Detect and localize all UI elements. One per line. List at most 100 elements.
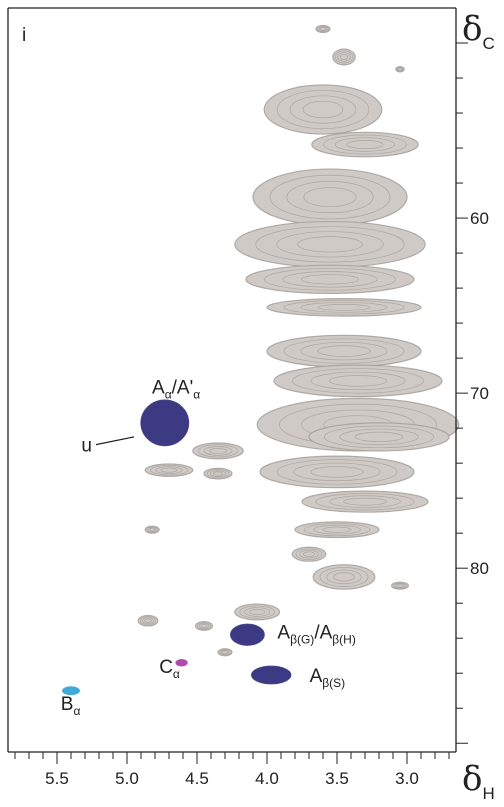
background-peak bbox=[301, 490, 429, 513]
background-peak bbox=[263, 84, 383, 135]
background-peaks bbox=[137, 24, 460, 657]
background-peak-contour bbox=[339, 428, 419, 446]
label-A-beta-S: Aβ(S) bbox=[310, 666, 346, 690]
background-peak-contour bbox=[209, 470, 227, 477]
background-peak bbox=[259, 455, 415, 489]
peak-A bbox=[251, 665, 292, 685]
label-u: u bbox=[81, 436, 92, 457]
background-peak-contour bbox=[311, 131, 419, 158]
background-peak-contour bbox=[203, 467, 233, 480]
x-tick-label: 3.5 bbox=[325, 769, 349, 788]
background-peak-contour bbox=[269, 174, 391, 220]
u-pointer-line bbox=[95, 436, 135, 446]
background-peak-contour bbox=[197, 622, 211, 630]
peak-A-contour bbox=[156, 414, 174, 431]
background-peak-contour bbox=[234, 603, 281, 621]
peak-A bbox=[229, 623, 265, 646]
peak-A-contour bbox=[229, 623, 265, 646]
background-peak-contour bbox=[155, 466, 183, 474]
background-peak-contour bbox=[146, 526, 159, 533]
label-A-alpha: Aα/A'α bbox=[152, 378, 200, 402]
background-peak bbox=[266, 297, 422, 317]
background-peak-contour bbox=[144, 463, 194, 477]
background-peak-contour bbox=[323, 134, 407, 155]
background-peak-contour bbox=[273, 364, 443, 398]
background-peak-contour bbox=[301, 274, 359, 285]
background-peak-contour bbox=[234, 220, 426, 268]
background-peak-contour bbox=[294, 521, 380, 539]
background-peak-contour bbox=[302, 100, 344, 119]
x-tick-label: 4.5 bbox=[185, 769, 209, 788]
background-peak-contour bbox=[282, 271, 378, 288]
background-peak-contour bbox=[200, 624, 208, 628]
background-peak-contour bbox=[324, 425, 434, 449]
background-peak-contour bbox=[334, 137, 396, 152]
x-tick-label: 5.5 bbox=[45, 769, 69, 788]
background-peak-contour bbox=[195, 620, 214, 631]
peak-A-contour bbox=[241, 630, 254, 639]
peak-A-contour bbox=[259, 669, 283, 681]
background-peak-contour bbox=[318, 26, 328, 32]
background-peak bbox=[203, 467, 233, 480]
background-peak-contour bbox=[245, 264, 415, 294]
label-A-beta-GH: Aβ(G)/Aβ(H) bbox=[277, 623, 355, 647]
background-peak-contour bbox=[315, 24, 331, 34]
background-peak-contour bbox=[203, 446, 233, 456]
background-peak bbox=[266, 334, 422, 368]
background-peak bbox=[312, 564, 376, 590]
background-peak-contour bbox=[276, 90, 370, 130]
background-peak-contour bbox=[266, 297, 422, 317]
background-peak-contour bbox=[140, 616, 156, 626]
y-tick-label: 80 bbox=[470, 559, 489, 578]
background-peak-contour bbox=[300, 341, 388, 361]
background-peak-contour bbox=[312, 564, 376, 590]
background-peak-contour bbox=[313, 524, 361, 535]
background-peak-contour bbox=[398, 67, 402, 72]
x-tick-label: 3.0 bbox=[395, 769, 419, 788]
background-peak bbox=[144, 525, 160, 534]
background-peak-contour bbox=[212, 471, 224, 476]
background-peak-contour bbox=[197, 444, 239, 458]
background-peak bbox=[137, 614, 159, 627]
peak-A-contour bbox=[237, 628, 258, 641]
background-peak-contour bbox=[249, 608, 266, 615]
background-peak-contour bbox=[310, 371, 406, 391]
background-peak-contour bbox=[219, 649, 231, 656]
peak-C-contour bbox=[176, 659, 187, 666]
background-peak-contour bbox=[147, 527, 157, 532]
background-peak-contour bbox=[310, 466, 364, 478]
background-peak-contour bbox=[244, 607, 271, 617]
background-peak-contour bbox=[289, 95, 357, 124]
background-peak-contour bbox=[303, 187, 357, 207]
background-peak-contour bbox=[239, 605, 276, 619]
background-peak-contour bbox=[317, 304, 371, 311]
background-peak-contour bbox=[263, 84, 383, 135]
y-tick-label: 70 bbox=[470, 384, 489, 403]
peak-A-contour bbox=[251, 665, 292, 685]
background-peak-contour bbox=[160, 467, 178, 473]
background-peak-contour bbox=[293, 462, 381, 482]
background-peak-contour bbox=[144, 618, 152, 623]
background-peak bbox=[291, 546, 327, 562]
background-peak-contour bbox=[292, 368, 424, 394]
background-peak bbox=[273, 364, 443, 398]
peak-B bbox=[61, 686, 80, 696]
background-peak bbox=[395, 66, 405, 73]
background-peak-contour bbox=[266, 334, 422, 368]
background-peak bbox=[294, 521, 380, 539]
background-peak-contour bbox=[337, 52, 351, 62]
peak-B-contour bbox=[65, 688, 77, 694]
background-peak-contour bbox=[339, 53, 349, 61]
panel-label: i bbox=[22, 25, 26, 46]
background-peak-contour bbox=[192, 442, 244, 460]
background-peak-contour bbox=[217, 648, 233, 657]
background-peak-contour bbox=[150, 465, 188, 476]
background-peak-contour bbox=[209, 447, 227, 454]
background-peak-contour bbox=[329, 495, 401, 508]
peak-A-contour bbox=[145, 404, 184, 441]
label-B-alpha: Bα bbox=[61, 694, 81, 718]
peak-B-contour bbox=[67, 688, 75, 693]
background-peak-contour bbox=[303, 523, 371, 537]
background-peak bbox=[315, 24, 331, 34]
